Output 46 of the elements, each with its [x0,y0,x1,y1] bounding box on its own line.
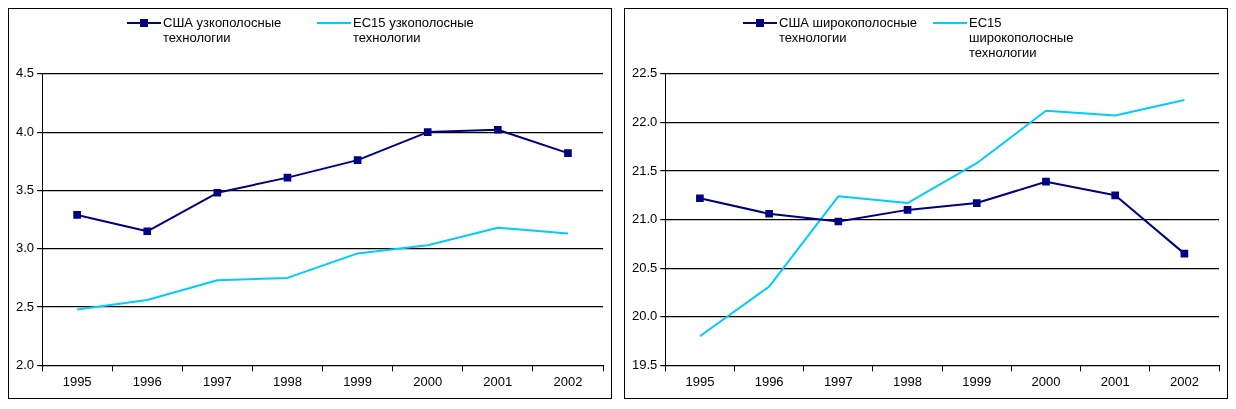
point [73,211,81,219]
legend-label: США узкополосные технологии [163,15,283,45]
y-tick-label: 2.0 [15,356,35,372]
x-tick-label: 1998 [273,373,302,389]
x-tick-label: 1995 [685,373,715,389]
y-tick-label: 3.5 [15,182,35,198]
point [143,227,152,236]
point [696,194,704,203]
y-tick-label: 2.5 [15,298,35,314]
y-tick-label: 20.0 [631,308,658,324]
y-tick-label: 22.0 [631,113,658,129]
x-tick-label: 1995 [62,373,92,389]
y-tick-label: 22.5 [631,65,658,81]
point [564,149,572,157]
y-tick-label: 20.5 [631,259,658,275]
x-tick-label: 1999 [343,373,373,389]
x-tick-label: 2000 [1031,373,1061,389]
x-tick-label: 1998 [893,373,923,389]
y-tick-label: 4.0 [15,123,35,139]
point [213,188,222,197]
y-tick-label: 21.5 [631,162,658,178]
x-tick-label: 2000 [413,373,443,389]
x-tick-label: 2002 [1169,373,1199,389]
x-tick-label: 1996 [754,373,784,389]
x-tick-label: 2002 [553,373,583,389]
x-tick-label: 2001 [483,373,513,389]
point [353,156,362,164]
x-tick-label: 1999 [962,373,992,389]
y-tick-label: 19.5 [631,356,658,372]
point [972,199,981,207]
point [423,128,432,136]
y-tick-label: 3.0 [15,240,35,256]
point [1042,177,1050,186]
point [903,206,912,214]
x-tick-label: 2001 [1100,373,1130,389]
x-tick-label: 1996 [132,373,162,389]
x-tick-label: 1997 [823,373,853,389]
x-tick-label: 1997 [202,373,232,389]
legend-label: США широкополосные технологии [779,15,918,45]
point [765,209,773,218]
y-tick-label: 21.0 [631,211,658,227]
y-tick-label: 4.5 [15,65,35,81]
legend-label: ЕС15 широкополосные технологии [969,15,1075,60]
legend-label: ЕС15 узкополосные технологии [353,15,475,45]
point [494,125,502,134]
point [1111,191,1120,200]
